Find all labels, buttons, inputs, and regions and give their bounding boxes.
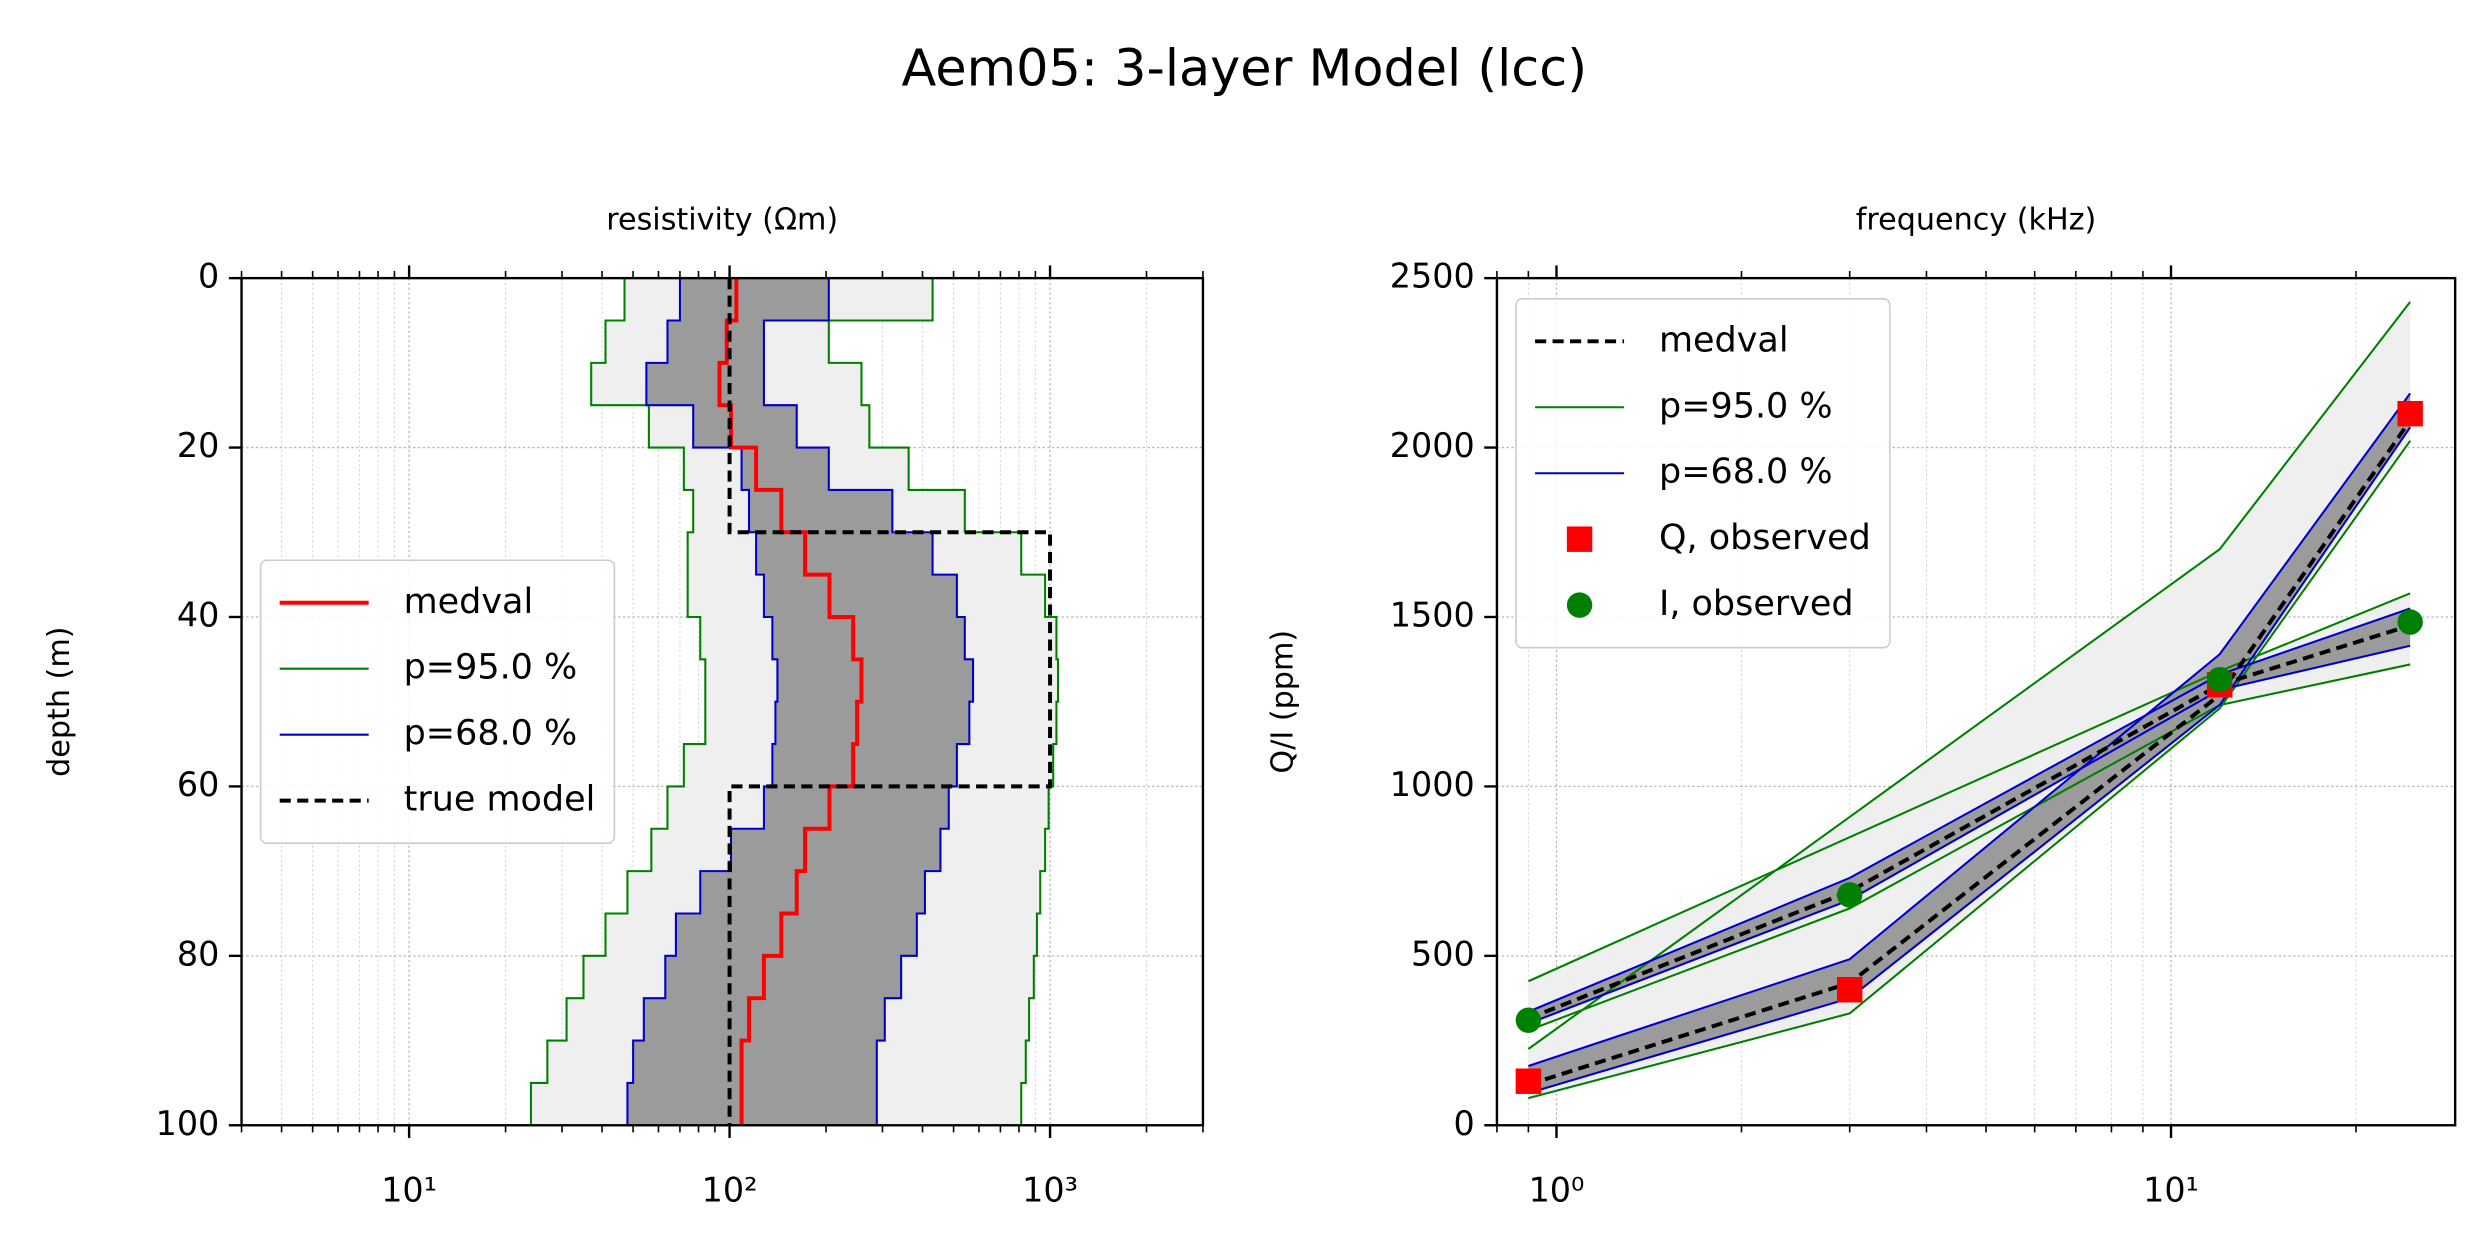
band-line <box>1528 392 2411 1067</box>
legend-label: Q, observed <box>1659 518 1871 558</box>
observed-marker <box>2397 400 2423 427</box>
y-tick-label: 40 <box>177 595 219 634</box>
legend-label: p=95.0 % <box>1659 386 1833 426</box>
y-tick-label: 20 <box>177 426 219 465</box>
legend-label: medval <box>404 582 534 622</box>
y-tick-label: 1500 <box>1390 595 1475 634</box>
x-tick-label: 10⁰ <box>1529 1171 1585 1210</box>
y-tick-label: 2500 <box>1390 257 1475 296</box>
legend-label: I, observed <box>1659 584 1854 624</box>
y-tick-label: 0 <box>198 257 219 296</box>
y-tick-label: 2000 <box>1390 426 1475 465</box>
band-line <box>1527 607 2411 1013</box>
legend-label: p=95.0 % <box>404 648 578 688</box>
legend-box <box>1515 298 1891 649</box>
y-axis-label: Q/I (ppm) <box>1265 630 1300 774</box>
plot-area <box>1527 301 2412 1100</box>
axes-frame <box>240 276 1205 1127</box>
legend: medval p=95.0 % p=68.0 % Q, observed I, obse… <box>1515 298 1891 649</box>
band-line <box>626 278 779 1126</box>
figure-title: Aem05: 3-layer Model (lcc) <box>901 39 1587 98</box>
plot-area <box>529 278 1060 1126</box>
y-tick-label: 500 <box>1411 934 1475 973</box>
legend-label: p=68.0 % <box>404 714 578 754</box>
band-line <box>1527 644 2411 1025</box>
band-line <box>1527 301 2411 1050</box>
legend-box <box>259 559 616 844</box>
x-tick-label: 10³ <box>1022 1171 1078 1210</box>
profile-line <box>727 278 1053 1126</box>
observed-marker <box>1515 1068 1542 1094</box>
y-tick-label: 60 <box>177 765 219 804</box>
observed-marker <box>1515 1007 1542 1033</box>
observed-marker <box>2206 666 2233 693</box>
legend-handle <box>1566 526 1593 552</box>
band-line <box>1528 426 2412 1095</box>
band-line <box>762 278 975 1126</box>
band-line <box>827 278 1060 1126</box>
band-line <box>529 278 707 1126</box>
y-tick-label: 0 <box>1453 1104 1474 1143</box>
x-tick-label: 10¹ <box>2143 1171 2199 1210</box>
y-tick-label: 1000 <box>1390 765 1475 804</box>
y-tick-label: 80 <box>177 934 219 973</box>
legend-label: p=68.0 % <box>1659 452 1833 492</box>
observed-marker <box>1836 977 1863 1003</box>
band-fill <box>1528 608 2411 1024</box>
legend-label: true model <box>404 780 596 820</box>
observed-marker <box>1836 882 1863 908</box>
legend: medval p=95.0 % p=68.0 % true model <box>259 559 616 844</box>
band-line <box>1527 592 2411 983</box>
x-tick-label: 10² <box>702 1171 758 1210</box>
axis-title: resistivity (Ωm) <box>606 202 838 237</box>
y-axis-label: depth (m) <box>42 626 77 776</box>
band-line <box>1528 440 2412 1100</box>
legend-label: medval <box>1659 320 1789 360</box>
y-tick-label: 100 <box>156 1104 220 1143</box>
legend-handle <box>1566 592 1593 618</box>
x-tick-label: 10¹ <box>381 1171 437 1210</box>
observed-marker <box>2397 609 2423 635</box>
axes-frame <box>1495 276 2457 1127</box>
axis-title: frequency (kHz) <box>1856 202 2097 237</box>
